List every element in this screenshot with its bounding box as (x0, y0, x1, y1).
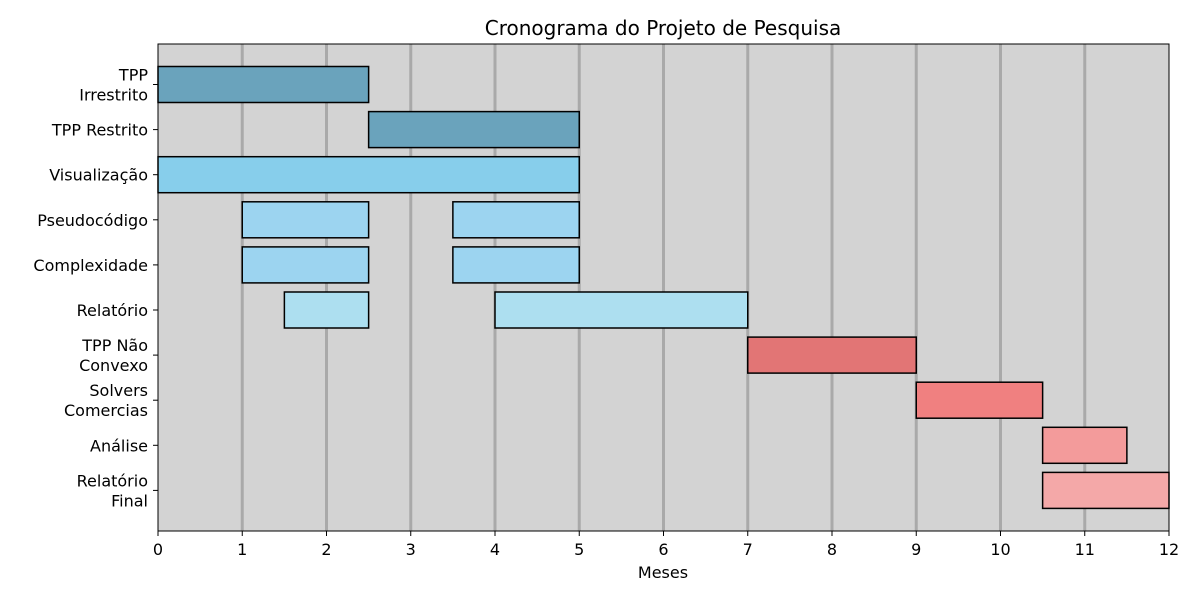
x-tick-label: 10 (990, 540, 1010, 559)
task-label: Relatório (77, 471, 148, 490)
task-label: TPP (118, 66, 148, 85)
task-bar (494, 291, 749, 329)
x-tick-label: 3 (406, 540, 416, 559)
task-bar (241, 201, 370, 239)
x-tick-label: 4 (490, 540, 500, 559)
plot-border (157, 43, 1170, 532)
task-label: Complexidade (33, 256, 148, 275)
task-label: Pseudocódigo (37, 211, 148, 230)
x-tick-label: 11 (1075, 540, 1095, 559)
x-tick-label: 7 (743, 540, 753, 559)
x-tick-label: 0 (153, 540, 163, 559)
task-label: TPP Restrito (51, 121, 148, 140)
chart-title: Cronograma do Projeto de Pesquisa (485, 16, 842, 40)
task-label: Irrestrito (79, 86, 148, 105)
task-label: Comercias (64, 401, 148, 420)
task-bar (283, 291, 370, 329)
task-bar (452, 246, 580, 284)
task-label: Final (111, 491, 148, 510)
task-bars (157, 65, 1170, 510)
task-bar (1041, 471, 1170, 510)
x-axis: 0 1 2 3 4 5 6 7 8 9 10 11 12 (153, 531, 1179, 559)
x-tick-label: 8 (827, 540, 837, 559)
x-tick-label: 12 (1159, 540, 1179, 559)
task-label: Visualização (49, 166, 148, 185)
x-tick-label: 2 (321, 540, 331, 559)
task-bar (367, 110, 580, 149)
task-bar (157, 155, 580, 194)
task-label: Solvers (89, 381, 148, 400)
task-label: TPP Não (81, 336, 148, 355)
task-bar (1041, 426, 1128, 465)
x-tick-label: 6 (658, 540, 668, 559)
task-bar (452, 201, 580, 239)
task-bar (915, 381, 1044, 419)
x-tick-label: 9 (911, 540, 921, 559)
task-label: Relatório (77, 301, 148, 320)
task-bar (747, 336, 917, 374)
task-bar (157, 65, 370, 104)
x-axis-label: Meses (638, 563, 688, 582)
task-bar (241, 246, 370, 284)
task-label: Convexo (79, 356, 148, 375)
x-tick-label: 5 (574, 540, 584, 559)
task-label: Análise (90, 436, 148, 455)
plot-frame (157, 43, 1170, 532)
x-tick-label: 1 (237, 540, 247, 559)
